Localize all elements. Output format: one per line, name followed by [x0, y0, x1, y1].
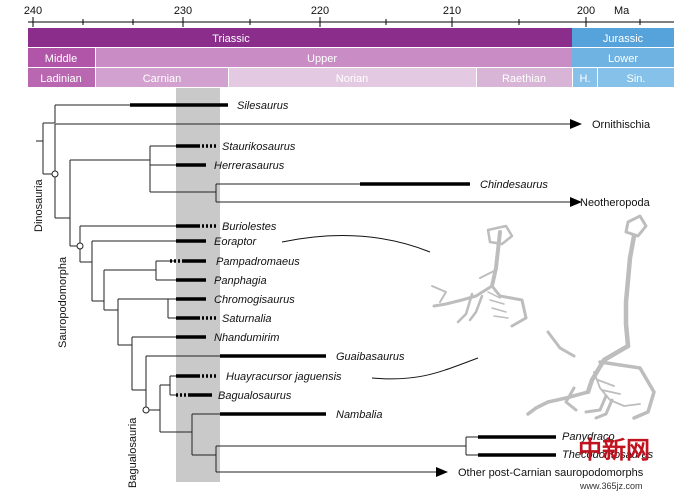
sauropodomorpha-node [76, 242, 84, 250]
carnian-highlight-band [176, 88, 220, 482]
stage-norian [229, 68, 476, 87]
period-triassic-label: Triassic [212, 33, 250, 45]
taxon-panphagia: Panphagia [214, 275, 267, 287]
tick-210: 210 [443, 5, 461, 17]
stage-sinemurian [598, 68, 674, 87]
tick-240: 240 [24, 5, 42, 17]
period-jurassic-label: Jurassic [603, 33, 644, 45]
neotheropoda-arrowhead [570, 197, 582, 207]
watermark-logo: 中新网 [578, 436, 650, 464]
lineage-neotheropoda: Neotheropoda [580, 197, 651, 209]
taxon-chromogisaurus: Chromogisaurus [214, 294, 295, 306]
huayracursor-connector-line [371, 357, 479, 380]
stage-ladinian [28, 68, 95, 87]
eoraptor-skeleton-illustration [431, 224, 528, 328]
stage-sinemurian-label: Sin. [627, 73, 646, 85]
period-triassic [28, 28, 572, 47]
taxon-eoraptor: Eoraptor [214, 236, 258, 248]
taxon-panydraco: Panydraco [562, 431, 615, 443]
ornithischia-arrowhead [570, 119, 582, 129]
taxon-nhandumirim: Nhandumirim [214, 332, 279, 344]
epoch-lower-label: Lower [608, 53, 638, 65]
watermark: 中新网 www.365jz.com [576, 436, 696, 492]
tick-230: 230 [174, 5, 192, 17]
stage-raethian-label: Raethian [502, 73, 546, 85]
stage-norian-label: Norian [336, 73, 368, 85]
stage-ladinian-label: Ladinian [40, 73, 82, 85]
period-jurassic [572, 28, 674, 47]
taxon-guaibasaurus: Guaibasaurus [336, 351, 405, 363]
taxon-chindesaurus: Chindesaurus [480, 179, 548, 191]
huayracursor-skeleton-illustration [526, 214, 656, 420]
stage-raethian [477, 68, 572, 87]
taxon-herrerasaurus: Herrerasaurus [214, 160, 285, 172]
taxon-pampadromaeus: Pampadromaeus [216, 256, 300, 268]
stage-hettangian [573, 68, 597, 87]
lineage-ornithischia: Ornithischia [592, 119, 651, 131]
taxon-staurikosaurus: Staurikosaurus [222, 141, 296, 153]
eoraptor-connector-line [281, 234, 431, 253]
tick-200: 200 [577, 5, 595, 17]
epoch-lower [572, 48, 674, 67]
dinosauria-node [51, 170, 59, 178]
bagualosauria-node [142, 406, 150, 414]
epoch-middle-label: Middle [45, 53, 77, 65]
clade-sauropodomorpha: Sauropodomorpha [57, 256, 69, 348]
taxon-buriolestes: Buriolestes [222, 221, 277, 233]
lineage-other-post-carnian-sauropodomorphs: Other post-Carnian sauropodomorphs [458, 467, 644, 479]
taxon-bagualosaurus: Bagualosaurus [218, 390, 292, 402]
taxon-thecodontosaurus: Thecodontosaurus [562, 449, 654, 461]
taxon-ranges [130, 103, 556, 457]
timescale: 240 230 220 210 200 Ma Triassic Jurassic… [24, 5, 674, 87]
epoch-upper [96, 48, 572, 67]
epoch-upper-label: Upper [307, 53, 337, 65]
tick-220: 220 [311, 5, 329, 17]
stage-carnian-label: Carnian [143, 73, 182, 85]
watermark-url: www.365jz.com [579, 481, 643, 491]
other-sauropodomorphs-arrowhead [436, 467, 448, 477]
cladogram-branches [36, 104, 570, 473]
taxon-huayracursor-jaguensis: Huayracursor jaguensis [226, 371, 342, 383]
stage-hettangian-label: H. [580, 73, 591, 85]
clade-dinosauria: Dinosauria [33, 179, 45, 232]
taxon-silesaurus: Silesaurus [237, 100, 289, 112]
stage-carnian [96, 68, 228, 87]
clade-bagualosauria: Bagualosauria [127, 417, 139, 488]
taxon-nambalia: Nambalia [336, 409, 382, 421]
unit-label: Ma [614, 5, 630, 17]
epoch-middle [28, 48, 95, 67]
taxon-saturnalia: Saturnalia [222, 313, 272, 325]
